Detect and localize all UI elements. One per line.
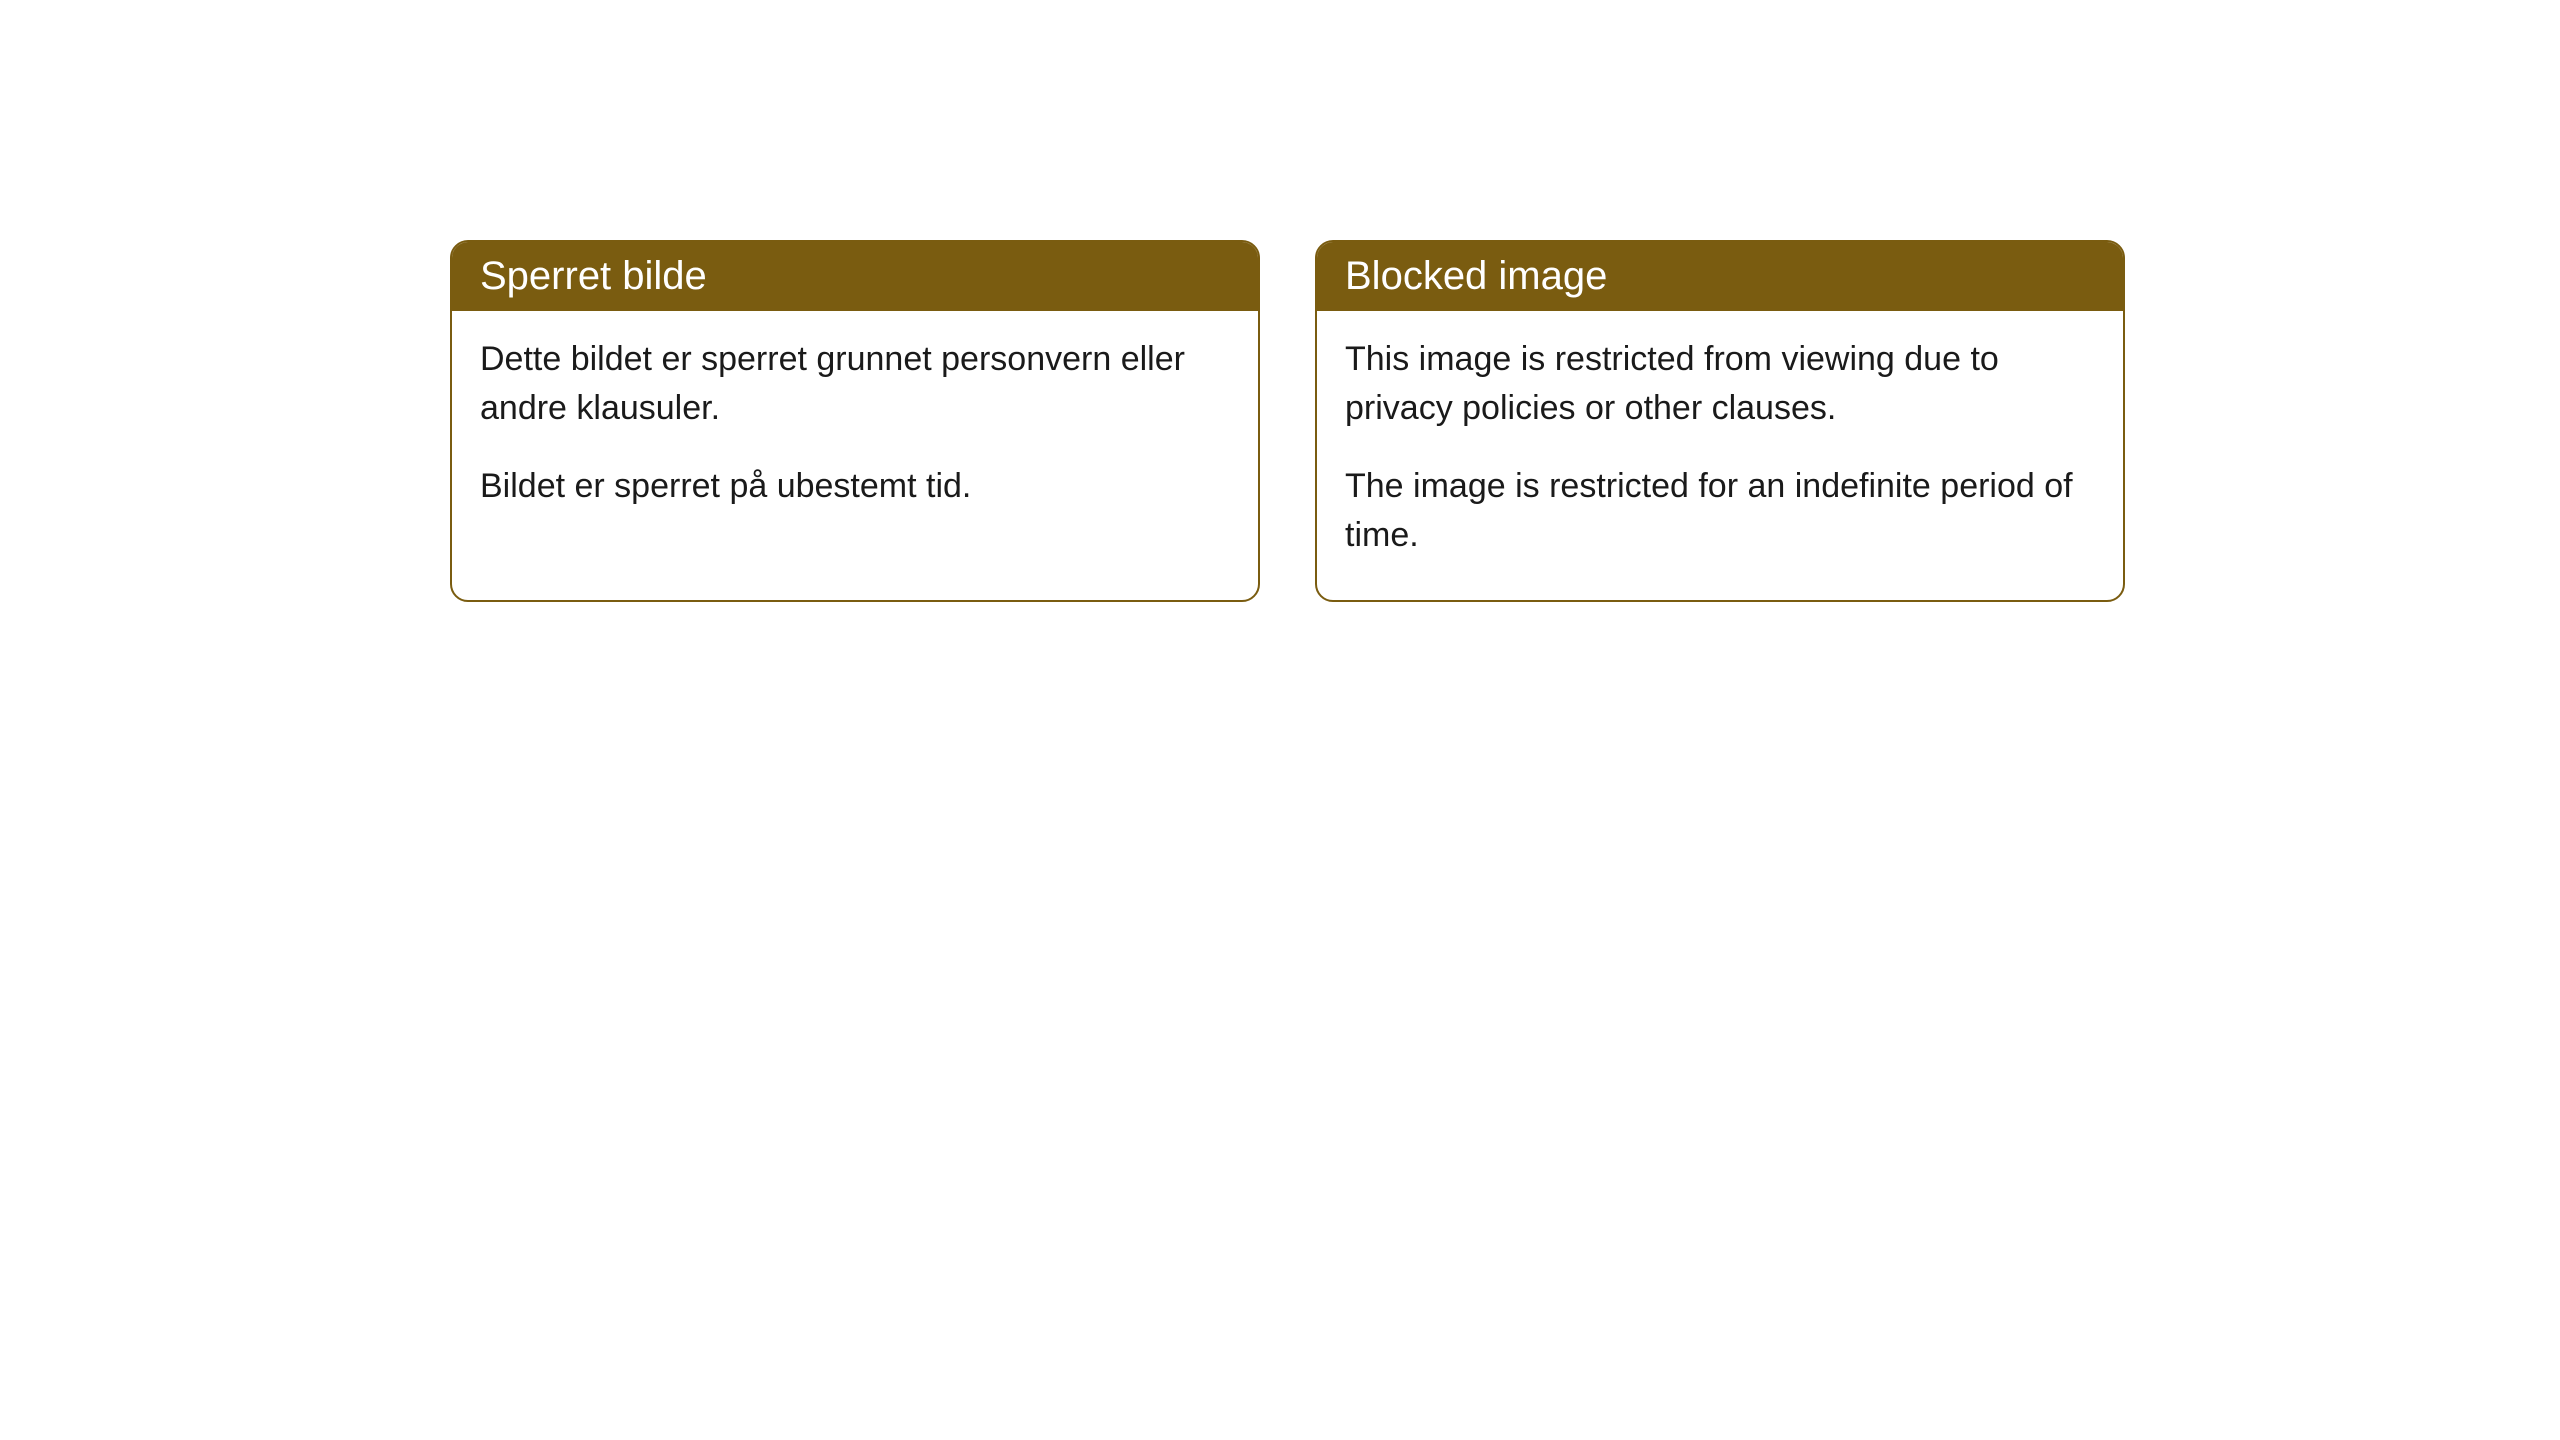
card-paragraph: Bildet er sperret på ubestemt tid. [480,462,1230,511]
card-paragraph: The image is restricted for an indefinit… [1345,462,2095,561]
notice-cards-container: Sperret bilde Dette bildet er sperret gr… [450,240,2125,602]
card-paragraph: This image is restricted from viewing du… [1345,335,2095,434]
card-paragraph: Dette bildet er sperret grunnet personve… [480,335,1230,434]
card-body: This image is restricted from viewing du… [1317,311,2123,600]
card-header: Blocked image [1317,242,2123,311]
card-header: Sperret bilde [452,242,1258,311]
card-title: Sperret bilde [480,254,707,298]
card-title: Blocked image [1345,254,1607,298]
notice-card-english: Blocked image This image is restricted f… [1315,240,2125,602]
notice-card-norwegian: Sperret bilde Dette bildet er sperret gr… [450,240,1260,602]
card-body: Dette bildet er sperret grunnet personve… [452,311,1258,551]
